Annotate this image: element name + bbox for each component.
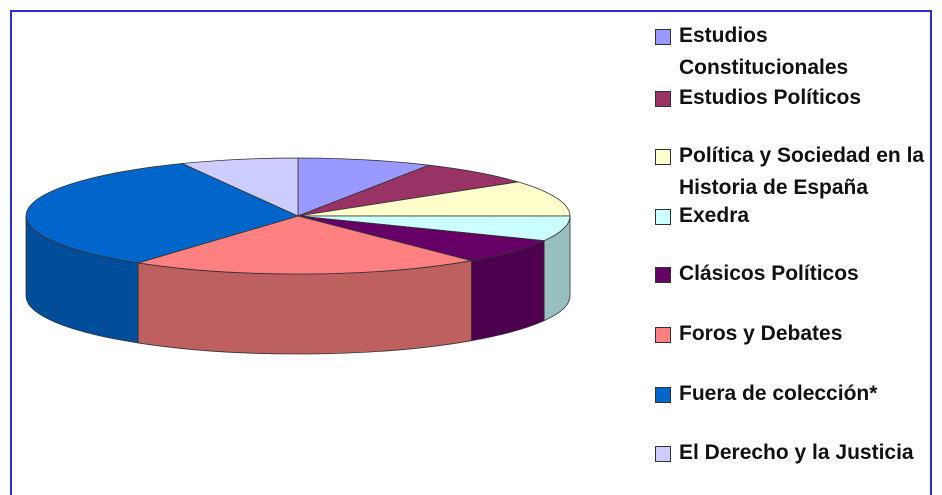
slice	[297, 181, 571, 217]
legend-swatch	[655, 446, 671, 462]
legend-item: Estudios Constitucionales	[655, 20, 940, 84]
legend-label: Estudios Políticos	[679, 86, 862, 109]
slice	[25, 163, 300, 264]
legend-swatch	[655, 29, 671, 45]
legend-label: Clásicos Políticos	[679, 262, 859, 285]
legend-label: El Derecho y la Justicia	[679, 441, 914, 464]
chart-frame	[10, 10, 932, 495]
legend-swatch	[655, 387, 671, 403]
slice	[297, 164, 519, 217]
slice	[138, 215, 472, 275]
legend-swatch	[655, 149, 671, 165]
pie-area	[25, 157, 571, 355]
legend-item: Política y Sociedad en la Historia de Es…	[655, 140, 940, 204]
legend-item: Fuera de colección*	[655, 378, 940, 410]
slice	[297, 215, 571, 242]
slice	[297, 157, 430, 217]
slice-side	[137, 260, 472, 355]
legend-swatch	[655, 209, 671, 225]
legend-item: Estudios Políticos	[655, 82, 940, 114]
legend-label: Foros y Debates	[679, 322, 843, 345]
legend-item: Clásicos Políticos	[655, 258, 940, 290]
legend-swatch	[655, 327, 671, 343]
legend-swatch	[655, 267, 671, 283]
legend-item: El Derecho y la Justicia	[655, 437, 940, 469]
legend-label: Exedra	[679, 204, 750, 227]
legend-label: Estudios Constitucionales	[679, 24, 849, 79]
legend-item: Foros y Debates	[655, 318, 940, 350]
legend-label: Fuera de colección*	[679, 382, 878, 405]
legend-item: Exedra	[655, 200, 940, 232]
slice	[297, 215, 546, 262]
slice	[180, 157, 299, 217]
legend-swatch	[655, 91, 671, 107]
legend-label: Política y Sociedad en la Historia de Es…	[679, 144, 925, 199]
